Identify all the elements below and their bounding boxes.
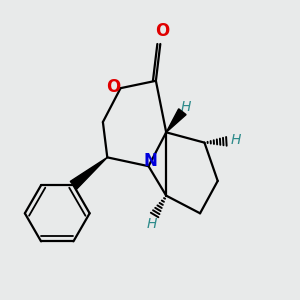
Text: O: O bbox=[155, 22, 170, 40]
Text: O: O bbox=[106, 78, 120, 96]
Polygon shape bbox=[166, 109, 186, 132]
Text: N: N bbox=[143, 152, 157, 170]
Polygon shape bbox=[70, 158, 107, 189]
Text: H: H bbox=[230, 133, 241, 147]
Text: H: H bbox=[180, 100, 190, 114]
Text: H: H bbox=[146, 217, 157, 231]
